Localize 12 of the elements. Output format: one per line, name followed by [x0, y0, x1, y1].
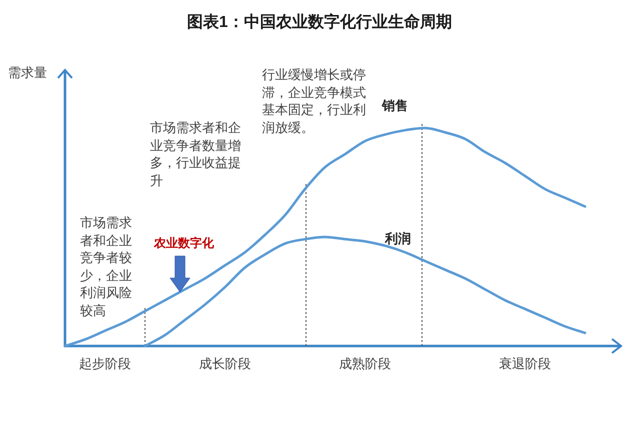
chart-title: 图表1：中国农业数字化行业生命周期	[187, 12, 452, 31]
annotation: 行业缓慢增长或停滞，企业竞争模式基本固定，行业利润放缓。	[262, 66, 367, 136]
annotation: 市场需求者和企业竞争者较少，企业利润风险较高	[80, 214, 133, 319]
x-tick-label: 成长阶段	[199, 356, 251, 371]
series-label: 销售	[381, 98, 408, 113]
x-tick-label: 起步阶段	[79, 356, 131, 371]
x-tick-label: 成熟阶段	[339, 356, 391, 371]
annotation: 农业数字化	[153, 236, 215, 250]
x-tick-label: 衰退阶段	[499, 356, 551, 371]
y-axis-title: 需求量	[8, 65, 47, 80]
series-label: 利润	[384, 230, 411, 246]
annotation: 市场需求者和企业竞争者数量增多，行业收益提升	[150, 119, 242, 189]
